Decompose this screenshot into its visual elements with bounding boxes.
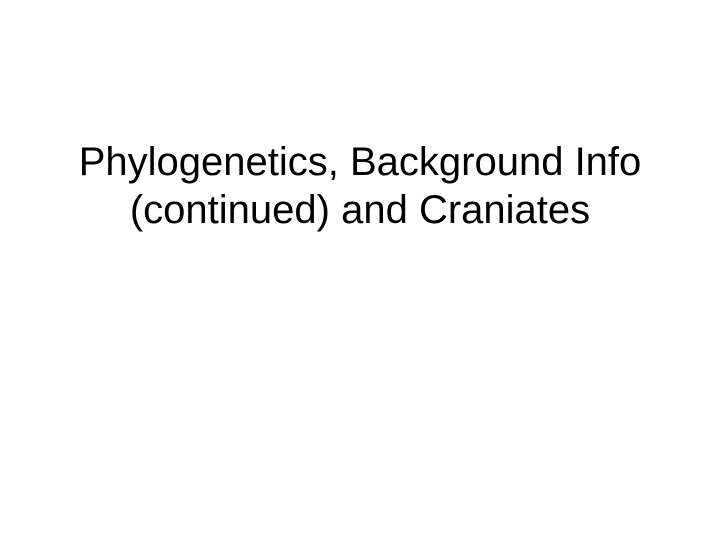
- slide-title: Phylogenetics, Background Info (continue…: [0, 138, 720, 234]
